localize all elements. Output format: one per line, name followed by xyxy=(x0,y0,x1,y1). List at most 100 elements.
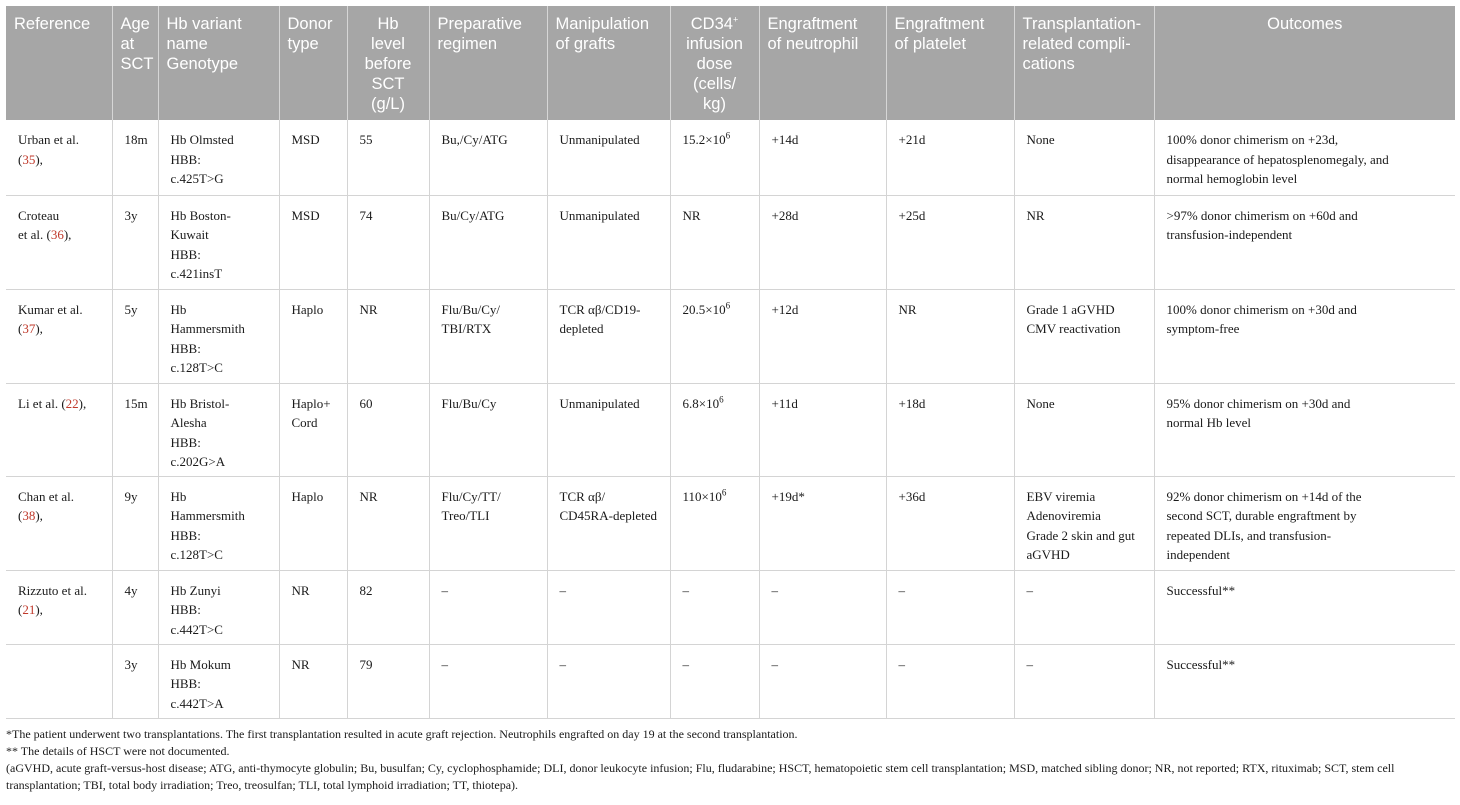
cell-complications: – xyxy=(1014,570,1155,645)
dose-base: 15.2×10 xyxy=(682,132,726,147)
cell-donor: NR xyxy=(279,644,348,719)
cell-reference: Croteau et al. (36), xyxy=(6,195,113,290)
table-row: Chan et al. (38), 9y Hb Hammersmith HBB:… xyxy=(6,476,1455,571)
header-reference: Reference xyxy=(6,6,113,120)
cell-variant: Hb Olmsted HBB: c.425T>G xyxy=(158,120,280,196)
reference-link[interactable]: 36 xyxy=(50,227,64,242)
header-regimen: Preparative regimen xyxy=(429,6,548,120)
cell-donor: MSD xyxy=(279,195,348,290)
header-donor-type: Donor type xyxy=(279,6,348,120)
dose-base: 20.5×10 xyxy=(682,301,726,317)
reference-text: Croteau et al. ( xyxy=(18,207,60,243)
dose-exponent: 6 xyxy=(721,487,727,498)
cell-variant: Hb Bristol- Alesha HBB: c.202G>A xyxy=(158,383,280,477)
cell-donor: Haplo xyxy=(279,476,348,571)
table-row: Rizzuto et al. (21), 4y Hb Zunyi HBB: c.… xyxy=(6,570,1455,645)
cell-variant: Hb Hammersmith HBB: c.128T>C xyxy=(158,476,280,571)
cell-regimen: Bu/Cy/ATG xyxy=(429,195,548,290)
reference-text: Rizzuto et al. ( xyxy=(18,582,87,618)
header-platelet: Engraftment of platelet xyxy=(886,6,1015,120)
cell-donor: Haplo xyxy=(279,289,348,384)
reference-text: Urban et al. ( xyxy=(18,132,80,167)
cell-outcome: 92% donor chimerism on +14d of the secon… xyxy=(1154,476,1455,571)
cell-outcome: 95% donor chimerism on +30d and normal H… xyxy=(1154,383,1455,477)
header-manipulation: Manipulation of grafts xyxy=(547,6,671,120)
reference-link[interactable]: 21 xyxy=(22,602,36,617)
cell-platelet: +25d xyxy=(886,195,1015,290)
cell-hb: NR xyxy=(347,476,430,571)
table-row: Urban et al. (35), 18m Hb Olmsted HBB: c… xyxy=(6,120,1455,196)
cell-outcome: Successful** xyxy=(1154,570,1455,645)
table-row: Croteau et al. (36), 3y Hb Boston- Kuwai… xyxy=(6,195,1455,290)
cell-complications: EBV viremia Adenoviremia Grade 2 skin an… xyxy=(1014,476,1155,571)
cell-age: 18m xyxy=(112,120,159,196)
reference-link[interactable]: 37 xyxy=(22,321,36,336)
cell-platelet: +36d xyxy=(886,476,1015,571)
cell-reference: Chan et al. (38), xyxy=(6,476,113,571)
cell-donor: NR xyxy=(279,570,348,645)
header-cd34-label: CD34 xyxy=(690,15,733,33)
cell-outcome: Successful** xyxy=(1154,644,1455,719)
dose-exponent: 6 xyxy=(725,300,731,311)
cell-outcome: 100% donor chimerism on +30d and symptom… xyxy=(1154,289,1455,384)
cell-neutrophil: +12d xyxy=(759,289,887,384)
reference-link[interactable]: 35 xyxy=(22,151,36,167)
header-variant: Hb variant name Genotype xyxy=(158,6,280,120)
reference-link[interactable]: 22 xyxy=(65,395,79,411)
header-complications: Transplantation- related compli- cations xyxy=(1014,6,1155,120)
cell-manipulation: Unmanipulated xyxy=(547,195,671,290)
cell-hb: NR xyxy=(347,289,430,384)
cell-age: 3y xyxy=(112,195,159,290)
table-container: Reference Age at SCT Hb variant name Gen… xyxy=(6,6,1455,719)
cell-dose: 15.2×106 xyxy=(670,120,760,196)
cell-hb: 82 xyxy=(347,570,430,645)
cell-variant: Hb Hammersmith HBB: c.128T>C xyxy=(158,289,280,384)
cell-hb: 60 xyxy=(347,383,430,477)
cell-neutrophil: – xyxy=(759,570,887,645)
cell-manipulation: Unmanipulated xyxy=(547,120,671,196)
reference-tail: ), xyxy=(35,151,43,167)
cell-complications: None xyxy=(1014,383,1155,477)
cell-manipulation: – xyxy=(547,644,671,719)
header-age: Age at SCT xyxy=(112,6,159,120)
cell-reference: Rizzuto et al. (21), xyxy=(6,570,113,645)
reference-tail: ), xyxy=(35,508,43,523)
cell-neutrophil: +14d xyxy=(759,120,887,196)
cell-reference: Kumar et al. (37), xyxy=(6,289,113,384)
cell-age: 15m xyxy=(112,383,159,477)
cell-complications: Grade 1 aGVHD CMV reactivation xyxy=(1014,289,1155,384)
dose-exponent: 6 xyxy=(719,394,724,405)
dose-base: 6.8×10 xyxy=(682,395,720,411)
cell-platelet: – xyxy=(886,570,1015,645)
cell-platelet: +18d xyxy=(886,383,1015,477)
cell-regimen: – xyxy=(429,644,548,719)
dose-base: – xyxy=(682,582,690,598)
cell-age: 3y xyxy=(112,644,159,719)
header-neutrophil: Engraftment of neutrophil xyxy=(759,6,887,120)
cell-hb: 55 xyxy=(347,120,430,196)
cell-reference: Urban et al. (35), xyxy=(6,120,113,196)
cell-manipulation: Unmanipulated xyxy=(547,383,671,477)
cell-complications: None xyxy=(1014,120,1155,196)
cell-dose: 20.5×106 xyxy=(670,289,760,384)
cell-reference: Li et al. (22), xyxy=(6,383,113,477)
header-cd34-rest: infusion dose (cells/ kg) xyxy=(686,35,743,113)
dose-exponent: 6 xyxy=(725,130,731,141)
cell-variant: Hb Zunyi HBB: c.442T>C xyxy=(158,570,280,645)
cell-variant: Hb Mokum HBB: c.442T>A xyxy=(158,644,280,719)
cell-manipulation: TCR αβ/CD19- depleted xyxy=(547,289,671,384)
cell-platelet: – xyxy=(886,644,1015,719)
cell-neutrophil: +28d xyxy=(759,195,887,290)
cell-outcome: 100% donor chimerism on +23d, disappeara… xyxy=(1154,120,1455,196)
cell-regimen: Flu/Bu/Cy/ TBI/RTX xyxy=(429,289,548,384)
reference-text: Kumar et al. ( xyxy=(18,301,83,337)
header-outcomes: Outcomes xyxy=(1154,6,1455,120)
reference-tail: ), xyxy=(35,602,43,617)
dose-base: – xyxy=(682,656,690,672)
cell-platelet: +21d xyxy=(886,120,1015,196)
reference-tail: ), xyxy=(35,321,43,336)
reference-link[interactable]: 38 xyxy=(22,508,36,523)
cell-hb: 79 xyxy=(347,644,430,719)
cell-donor: MSD xyxy=(279,120,348,196)
cell-dose: – xyxy=(670,644,760,719)
